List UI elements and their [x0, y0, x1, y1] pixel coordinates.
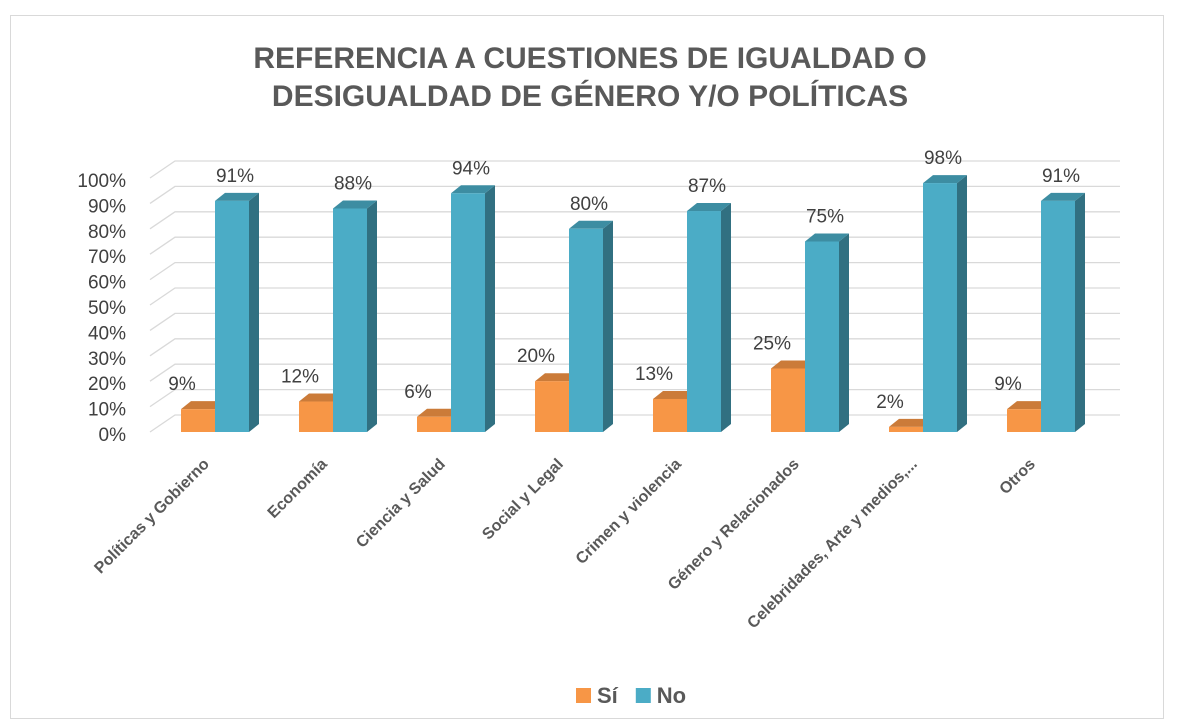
bar-top [333, 200, 377, 209]
bar-top [569, 220, 613, 229]
grid-line [149, 185, 1120, 204]
grid-line [149, 388, 1120, 408]
x-tick-label: Otros [997, 456, 1039, 498]
bar-top [653, 390, 697, 399]
bar [1007, 409, 1041, 432]
grid-line [149, 211, 1120, 230]
bar-side [485, 185, 495, 432]
bar [299, 401, 333, 432]
data-label: 9% [994, 374, 1022, 395]
data-label: 13% [635, 364, 673, 385]
grid-line [149, 236, 1120, 255]
grid-line [149, 287, 1120, 306]
y-tick-label: 90% [88, 196, 126, 217]
bar-top [771, 360, 815, 369]
bar [653, 398, 687, 432]
grid-line [149, 414, 1120, 433]
chart-title: REFERENCIA A CUESTIONES DE IGUALDAD O DE… [253, 42, 927, 113]
grid-line [149, 312, 1120, 331]
grid-line [149, 338, 1120, 357]
data-label: 6% [404, 382, 432, 403]
x-tick-label: Economía [265, 456, 331, 522]
bar-top [1007, 401, 1051, 410]
bar [451, 193, 485, 432]
grid-line [149, 160, 1120, 179]
y-tick-label: 60% [88, 273, 126, 294]
x-tick-label: Políticas y Gobierno [91, 456, 213, 578]
x-tick-label: Género y Relacionados [665, 456, 803, 594]
y-tick-label: 40% [88, 323, 126, 344]
data-label: 20% [517, 346, 555, 367]
bar [1041, 200, 1075, 432]
bar [569, 228, 603, 432]
bar-top [417, 408, 461, 417]
data-label: 87% [688, 176, 726, 197]
x-tick-label: Ciencia y Salud [353, 456, 449, 552]
bar [805, 241, 839, 432]
bar-side [249, 192, 259, 432]
data-label: 94% [452, 158, 490, 179]
data-label: 91% [216, 166, 254, 187]
data-label: 12% [281, 367, 319, 388]
y-tick-label: 30% [88, 349, 126, 370]
bar-side [1075, 192, 1085, 432]
data-label: 98% [924, 148, 962, 169]
y-tick-label: 100% [77, 171, 126, 192]
data-label: 80% [570, 194, 608, 215]
y-tick-label: 0% [99, 425, 127, 446]
y-tick-label: 20% [88, 374, 126, 395]
legend-label: No [657, 683, 686, 708]
chart-frame [10, 15, 1164, 719]
y-tick-label: 80% [88, 222, 126, 243]
bar-top [805, 233, 849, 242]
data-label: 75% [806, 207, 844, 228]
bar [687, 211, 721, 432]
bar-side [603, 220, 613, 432]
bar-top [687, 203, 731, 212]
bar [417, 416, 451, 432]
y-tick-label: 50% [88, 298, 126, 319]
y-tick-label: 70% [88, 247, 126, 268]
bar [333, 208, 367, 432]
bar-top [535, 373, 579, 382]
bar-top [889, 418, 933, 427]
legend-label: Sí [597, 683, 619, 708]
bar-side [367, 200, 377, 432]
legend-swatch [576, 688, 591, 703]
bar [181, 409, 215, 432]
data-label: 25% [753, 334, 791, 355]
data-label: 88% [334, 173, 372, 194]
bar-top [215, 192, 259, 201]
bar [889, 426, 923, 432]
bar [535, 381, 569, 432]
x-tick-label: Crimen y violencia [573, 456, 685, 568]
bar-side [721, 203, 731, 432]
legend-swatch [635, 688, 651, 703]
data-label: 9% [168, 374, 196, 395]
grid-line [149, 261, 1120, 281]
bar [771, 368, 805, 432]
bar-top [299, 393, 343, 402]
bar-side [957, 175, 967, 432]
y-tick-label: 10% [88, 400, 126, 421]
bar [923, 183, 957, 432]
bar-top [451, 185, 495, 194]
x-tick-label: Social y Legal [479, 456, 566, 543]
data-label: 2% [876, 392, 904, 413]
data-label: 91% [1042, 166, 1080, 187]
bar-top [181, 401, 225, 410]
bar-side [839, 233, 849, 432]
bar [215, 200, 249, 432]
bar-top [923, 175, 967, 184]
bar-top [1041, 192, 1085, 201]
